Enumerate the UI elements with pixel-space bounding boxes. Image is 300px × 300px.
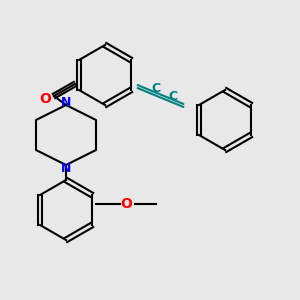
Text: C: C <box>168 89 177 103</box>
Text: N: N <box>61 95 71 109</box>
Text: O: O <box>39 92 51 106</box>
Text: O: O <box>120 197 132 211</box>
Text: N: N <box>61 161 71 175</box>
Text: C: C <box>152 82 160 95</box>
